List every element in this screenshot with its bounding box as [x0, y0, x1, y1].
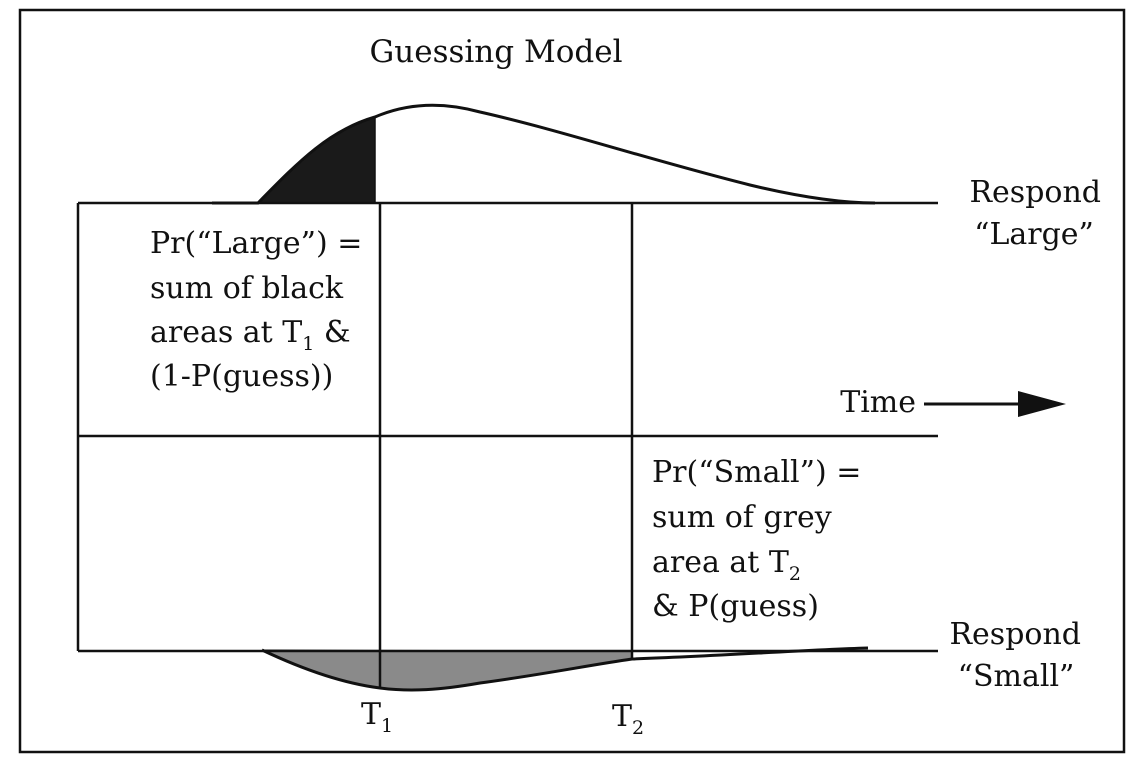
small-note-line3-prefix: area at T: [652, 545, 789, 580]
t1-letter: T: [361, 697, 381, 732]
small-note-line2: sum of grey: [652, 500, 832, 535]
respond-small-line1: Respond: [949, 617, 1081, 652]
t2-letter: T: [612, 699, 632, 734]
large-note-line3: areas at T1 &: [150, 315, 351, 355]
t1-subscript: 1: [381, 715, 393, 737]
time-arrow-head: [1018, 391, 1066, 417]
respond-small-label: Respond “Small”: [949, 617, 1090, 694]
t2-label: T2: [612, 699, 644, 739]
respond-large-line1: Respond: [969, 175, 1101, 210]
small-note-line3-sub: 2: [789, 563, 801, 585]
small-note-line1: Pr(“Small”) =: [652, 455, 861, 490]
large-probability-note: Pr(“Large”) = sum of black areas at T1 &…: [150, 226, 362, 394]
t1-label: T1: [361, 697, 393, 737]
time-label: Time: [840, 385, 916, 420]
large-note-line3-suffix: &: [314, 315, 350, 350]
figure-frame: [18, 8, 1126, 754]
small-note-line4: & P(guess): [652, 589, 819, 624]
respond-large-line2: “Large”: [974, 217, 1094, 252]
large-distribution-curve: [212, 103, 876, 205]
large-note-line3-prefix: areas at T: [150, 315, 302, 350]
time-arrow: [924, 391, 1066, 417]
small-grey-area: [261, 649, 633, 691]
large-note-line3-sub: 1: [302, 333, 314, 355]
diagram-title: Guessing Model: [370, 34, 623, 70]
small-note-line3: area at T2: [652, 545, 801, 585]
large-note-line1: Pr(“Large”) =: [150, 226, 362, 261]
large-note-line2: sum of black: [150, 271, 344, 306]
respond-large-label: Respond “Large”: [969, 175, 1110, 252]
small-distribution-curve: [261, 646, 869, 692]
respond-small-line2: “Small”: [958, 659, 1075, 694]
small-probability-note: Pr(“Small”) = sum of grey area at T2 & P…: [652, 455, 861, 624]
large-note-line4: (1-P(guess)): [150, 359, 333, 394]
t2-subscript: 2: [632, 717, 644, 739]
large-black-area: [256, 116, 376, 204]
